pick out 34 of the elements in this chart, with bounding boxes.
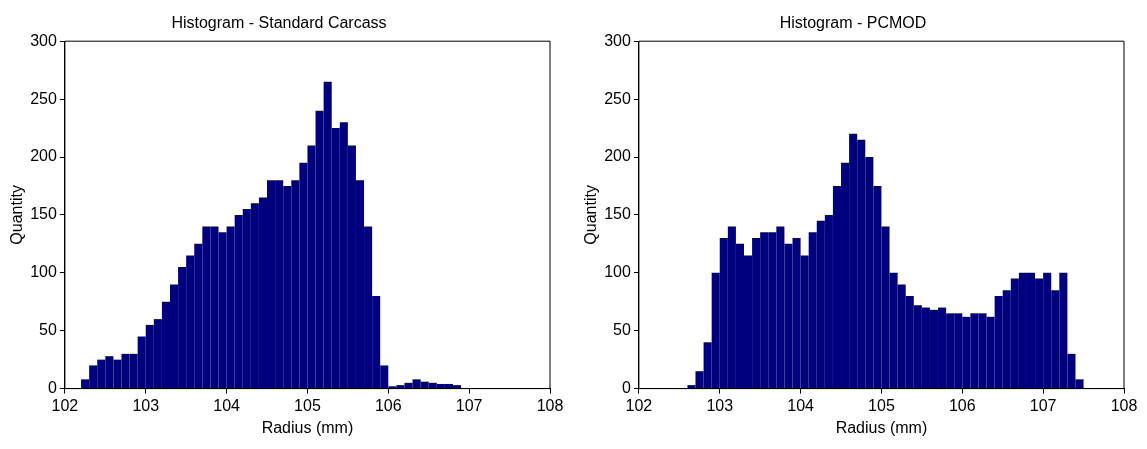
y-tick-label: 200 bbox=[604, 147, 631, 165]
y-tick-label: 300 bbox=[30, 31, 57, 49]
y-tick-label: 50 bbox=[39, 321, 57, 339]
chart-title: Histogram - PCMOD bbox=[779, 14, 927, 32]
x-tick-label: 107 bbox=[455, 396, 483, 414]
x-tick-label: 103 bbox=[706, 396, 734, 414]
x-axis-title: Radius (mm) bbox=[261, 418, 354, 436]
chart-title: Histogram - Standard Carcass bbox=[171, 14, 387, 32]
y-tick-label: 250 bbox=[30, 89, 57, 107]
y-tick-label: 250 bbox=[604, 89, 631, 107]
x-tick-label: 105 bbox=[868, 396, 895, 414]
y-tick-label: 100 bbox=[30, 263, 57, 281]
y-tick-label: 150 bbox=[604, 205, 631, 223]
y-axis-title: Quantity bbox=[582, 185, 600, 245]
x-axis-title: Radius (mm) bbox=[835, 418, 928, 436]
y-tick-label: 200 bbox=[30, 147, 57, 165]
x-tick-label: 106 bbox=[948, 396, 976, 414]
x-tick-label: 106 bbox=[374, 396, 402, 414]
y-tick-label: 150 bbox=[30, 205, 57, 223]
y-tick-label: 0 bbox=[621, 379, 631, 397]
y-axis-title: Quantity bbox=[8, 185, 26, 245]
y-tick-label: 0 bbox=[47, 379, 57, 397]
x-tick-label: 104 bbox=[213, 396, 241, 414]
x-tick-label: 107 bbox=[1029, 396, 1057, 414]
y-tick-label: 50 bbox=[613, 321, 631, 339]
x-tick-label: 103 bbox=[132, 396, 160, 414]
y-tick-label: 300 bbox=[604, 31, 631, 49]
x-tick-label: 102 bbox=[51, 396, 79, 414]
y-tick-label: 100 bbox=[604, 263, 631, 281]
x-tick-label: 102 bbox=[625, 396, 653, 414]
x-tick-label: 104 bbox=[787, 396, 815, 414]
x-tick-label: 108 bbox=[1110, 396, 1138, 414]
x-tick-label: 108 bbox=[536, 396, 564, 414]
x-tick-label: 105 bbox=[294, 396, 321, 414]
